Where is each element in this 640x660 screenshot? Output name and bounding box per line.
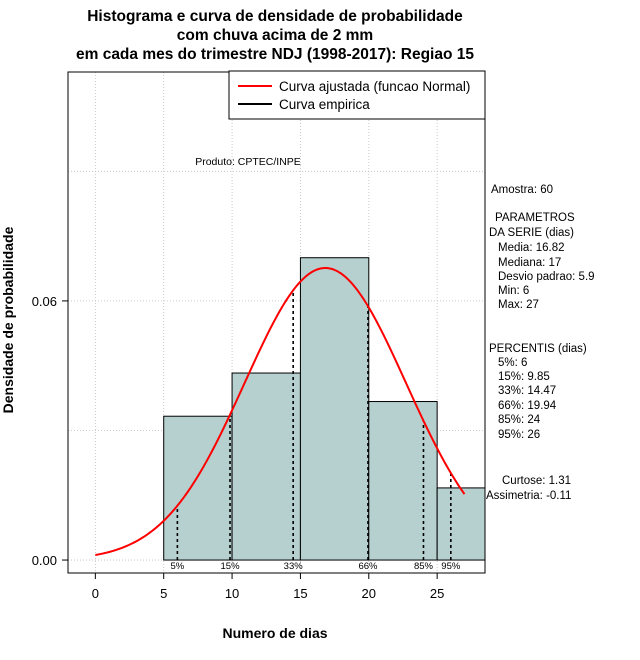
stat-p5: 5%: 6 (498, 357, 527, 369)
legend-label-fit: Curva ajustada (funcao Normal) (279, 79, 470, 94)
chart-title-line-1: Histograma e curva de densidade de proba… (87, 8, 463, 25)
legend-box (228, 70, 486, 120)
x-tick-label: 15 (293, 586, 307, 601)
stat-percentis-title: PERCENTIS (dias) (489, 343, 587, 355)
stat-max: Max: 27 (498, 299, 539, 311)
histogram-bars (163, 257, 486, 561)
y-axis-title: Densidade de probabilidade (0, 226, 16, 413)
stat-params-title-1: PARAMETROS (495, 212, 575, 224)
fit-curve-group (95, 267, 466, 557)
percentile-label: 66% (358, 561, 378, 572)
statistics-panel: Amostra: 60 PARAMETROS DA SERIE (dias) M… (486, 184, 595, 502)
stat-assimetria: Assimetria: -0.11 (486, 490, 571, 502)
x-tick-label: 20 (362, 586, 376, 601)
y-tick-label: 0.06 (32, 294, 57, 309)
stat-p15: 15%: 9.85 (498, 371, 550, 383)
axes: 0 5 10 15 20 25 0.00 0.06 (32, 294, 445, 601)
stat-p95: 95%: 26 (498, 429, 540, 441)
stat-p66: 66%: 19.94 (498, 400, 557, 412)
percentile-label: 15% (221, 561, 241, 572)
stat-params-title-2: DA SERIE (dias) (489, 227, 574, 239)
stat-min: Min: 6 (498, 285, 529, 297)
stat-median: Mediana: 17 (498, 257, 561, 269)
y-tick-label: 0.00 (32, 553, 57, 568)
histogram-bar (368, 401, 438, 561)
histogram-bar (163, 415, 233, 561)
stat-p85: 85%: 24 (498, 414, 541, 426)
x-tick-label: 0 (92, 586, 99, 601)
fit-curve (95, 267, 466, 557)
percentile-label: 33% (284, 561, 304, 572)
percentile-lines: 5% 15% 33% 66% 85% 95% (171, 290, 461, 572)
stat-sample: Amostra: 60 (491, 184, 553, 196)
stat-sd: Desvio padrao: 5.9 (498, 271, 595, 283)
legend: Curva ajustada (funcao Normal) Curva emp… (228, 70, 486, 120)
x-tick-label: 25 (430, 586, 444, 601)
x-axis-title: Numero de dias (222, 625, 327, 641)
histogram-bar (231, 372, 301, 561)
stat-mean: Media: 16.82 (498, 242, 565, 254)
stat-curtose: Curtose: 1.31 (502, 475, 571, 487)
stat-p33: 33%: 14.47 (498, 385, 556, 397)
chart-title-line-2: com chuva acima de 2 mm (177, 27, 373, 44)
x-tick-label: 5 (160, 586, 167, 601)
percentile-label: 5% (171, 561, 185, 572)
legend-label-empirical: Curva empirica (279, 97, 370, 112)
percentile-label: 95% (441, 561, 461, 572)
chart-title-line-3: em cada mes do trimestre NDJ (1998-2017)… (76, 46, 474, 63)
histogram-bar (299, 257, 370, 561)
histogram-bar (436, 487, 486, 561)
credit-text: Produto: CPTEC/INPE (195, 156, 301, 168)
percentile-label: 85% (414, 561, 434, 572)
x-tick-label: 10 (225, 586, 239, 601)
